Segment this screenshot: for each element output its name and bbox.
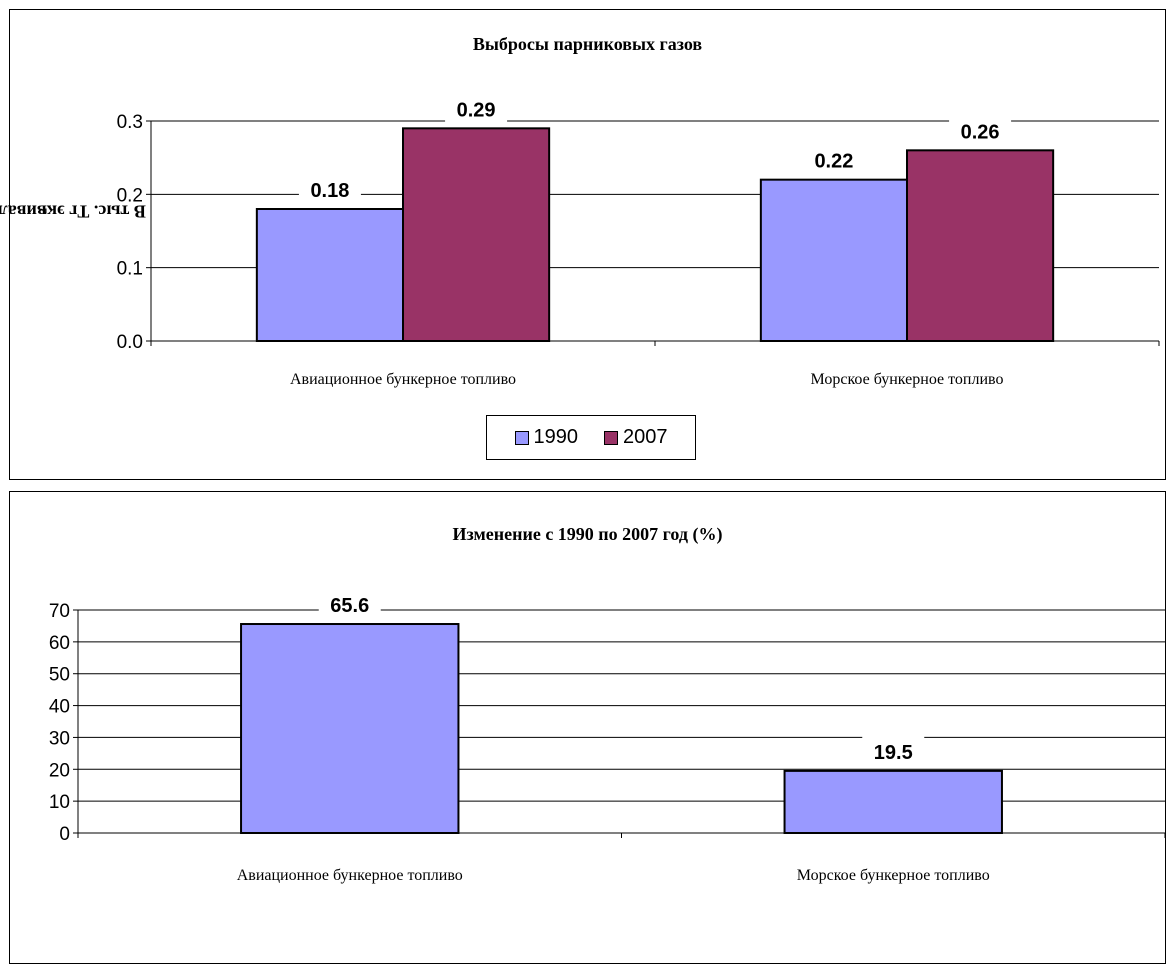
x-tick-label: Авиационное бункерное топливо: [237, 867, 463, 884]
data-label: 0.29: [457, 99, 496, 121]
legend-item-1990: 1990: [515, 426, 579, 449]
data-label: 65.6: [330, 595, 369, 617]
y-tick-label: 0.0: [117, 332, 143, 353]
legend: 1990 2007: [486, 415, 696, 460]
x-tick-label: Авиационное бункерное топливо: [290, 371, 516, 388]
y-tick-label: 0.2: [117, 185, 143, 206]
data-label: 0.26: [961, 121, 1000, 143]
bar: [257, 209, 403, 341]
bar: [761, 180, 907, 341]
y-tick-label: 60: [49, 633, 70, 654]
y-tick-label: 0.3: [117, 112, 143, 133]
y-tick-label: 40: [49, 697, 70, 718]
bar: [403, 128, 549, 341]
x-tick-label: Морское бункерное топливо: [797, 867, 990, 884]
legend-swatch-1990: [515, 431, 529, 445]
legend-item-2007: 2007: [604, 426, 668, 449]
bar: [241, 624, 458, 833]
y-tick-label: 50: [49, 665, 70, 686]
legend-label-2007: 2007: [623, 426, 668, 449]
chart-plot: 0 10 20 30 40 50 60 70 Авиационное бункерное топ…: [10, 492, 1165, 963]
y-tick-label: 20: [49, 760, 70, 781]
x-tick-label: Морское бункерное топливо: [811, 371, 1004, 388]
y-tick-label: 30: [49, 728, 70, 749]
bar: [907, 150, 1053, 341]
y-tick-label: 0.1: [117, 259, 143, 280]
y-tick-label: 0: [59, 824, 70, 845]
data-label: 0.22: [814, 151, 853, 173]
chart-change: Изменение с 1990 по 2007 год (%) 0 10 20 30…: [9, 491, 1166, 964]
chart-emissions: Выбросы парниковых газов В тыс. Тг эквив…: [9, 9, 1166, 480]
data-label: 19.5: [874, 742, 913, 764]
chart-plot: 0.0 0.1 0.2 0.3 Авиационное бункерное топлив…: [10, 10, 1165, 479]
y-tick-label: 10: [49, 792, 70, 813]
y-tick-label: 70: [49, 601, 70, 622]
bar: [785, 771, 1002, 833]
legend-label-1990: 1990: [534, 426, 579, 449]
legend-swatch-2007: [604, 431, 618, 445]
data-label: 0.18: [310, 180, 349, 202]
